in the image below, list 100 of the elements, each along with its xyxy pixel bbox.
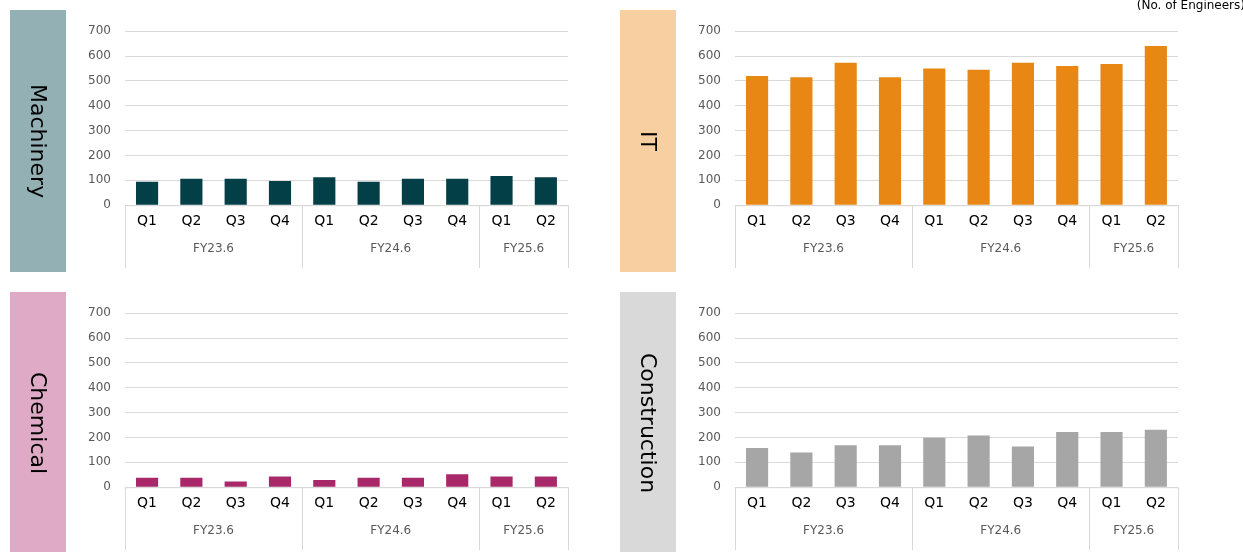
bar [1100,432,1123,487]
text: FY24.6 [980,523,1022,538]
x-tick-label: Q3 [402,494,423,511]
bar [923,68,946,205]
y-tick-label: 100 [698,454,721,469]
x-tick-label: Q3 [1012,494,1033,511]
x-tick-label: Q1 [137,494,158,511]
x-tick-label: Q4 [270,212,291,229]
y-tick-label: 400 [88,379,111,394]
x-tick-label: Q3 [402,212,423,229]
bar [1144,46,1167,205]
x-tick-label: Q3 [1012,212,1033,229]
x-tick-label: Q1 [747,494,768,511]
bar [834,445,857,487]
y-tick-label: 500 [88,73,111,88]
y-tick-label: 100 [88,454,111,469]
text: FY25.6 [503,241,545,256]
y-tick-label: 0 [103,479,111,494]
x-tick-label: Q4 [447,212,468,229]
y-tick-label: 100 [88,172,111,187]
x-tick-label: Q2 [181,494,202,511]
x-tick-label: Q3 [835,212,856,229]
y-tick-label: 400 [698,379,721,394]
y-tick-label: 700 [698,305,721,320]
x-tick-label: Q2 [791,212,812,229]
x-tick-label: Q3 [225,494,246,511]
bar [1144,429,1167,487]
bar [923,437,946,487]
y-tick-label: 200 [698,147,721,162]
text: Construction [635,352,661,494]
bar [790,77,813,205]
y-tick-label: 200 [698,429,721,444]
x-tick-label: Q4 [880,494,901,511]
y-tick-label: 700 [698,23,721,38]
x-tick-label: Q1 [314,212,335,229]
x-tick-label: Q2 [1145,212,1166,229]
y-tick-label: 300 [88,122,111,137]
bar [1011,446,1034,487]
bar [745,75,769,205]
text: Machinery [25,83,51,199]
x-tick-label: Q4 [1057,212,1078,229]
x-tick-label: Q3 [225,212,246,229]
x-tick-label: Q1 [924,212,945,229]
bar [834,62,857,205]
x-tick-label: Q1 [747,212,768,229]
x-tick-label: Q2 [181,212,202,229]
x-tick-label: Q1 [924,494,945,511]
text: FY25.6 [503,523,545,538]
x-tick-label: Q2 [1145,494,1166,511]
y-tick-label: 0 [713,197,721,212]
x-tick-label: Q2 [791,494,812,511]
y-tick-label: 300 [698,122,721,137]
bar [1011,62,1034,205]
text: Chemical [25,371,51,475]
text: FY23.6 [803,523,844,538]
text: FY23.6 [193,241,234,256]
y-tick-label: 200 [88,147,111,162]
text: FY24.6 [980,241,1022,256]
y-tick-label: 100 [698,172,721,187]
x-tick-label: Q4 [1057,494,1078,511]
bar [878,445,902,487]
x-tick-label: Q2 [358,494,379,511]
x-tick-label: Q1 [137,212,158,229]
text: FY24.6 [370,241,412,256]
text: IT [635,131,661,151]
text: FY25.6 [1113,241,1155,256]
y-tick-label: 500 [698,73,721,88]
y-tick-label: 600 [88,48,111,63]
y-tick-label: 200 [88,429,111,444]
bar [1056,66,1079,205]
x-tick-label: Q2 [535,494,556,511]
y-tick-label: 700 [88,23,111,38]
bar [967,435,990,487]
y-tick-label: 400 [88,97,111,112]
y-tick-label: 500 [698,355,721,370]
x-tick-label: Q1 [1101,494,1122,511]
y-tick-label: 400 [698,97,721,112]
x-tick-label: Q1 [491,212,512,229]
text: FY24.6 [370,523,412,538]
bar [1056,432,1079,487]
y-tick-label: 500 [88,355,111,370]
y-tick-label: 600 [698,330,721,345]
x-tick-label: Q3 [835,494,856,511]
bar [1100,64,1123,205]
text: FY23.6 [803,241,844,256]
y-tick-label: 0 [103,197,111,212]
y-tick-label: 300 [698,404,721,419]
x-tick-label: Q4 [447,494,468,511]
y-tick-label: 600 [88,330,111,345]
y-tick-label: 700 [88,305,111,320]
x-tick-label: Q2 [358,212,379,229]
text: FY23.6 [193,523,234,538]
y-tick-label: 600 [698,48,721,63]
x-tick-label: Q1 [314,494,335,511]
x-tick-label: Q4 [270,494,291,511]
x-tick-label: Q4 [880,212,901,229]
y-tick-label: 300 [88,404,111,419]
bar [967,69,990,205]
x-tick-label: Q2 [968,212,989,229]
y-tick-label: 0 [713,479,721,494]
